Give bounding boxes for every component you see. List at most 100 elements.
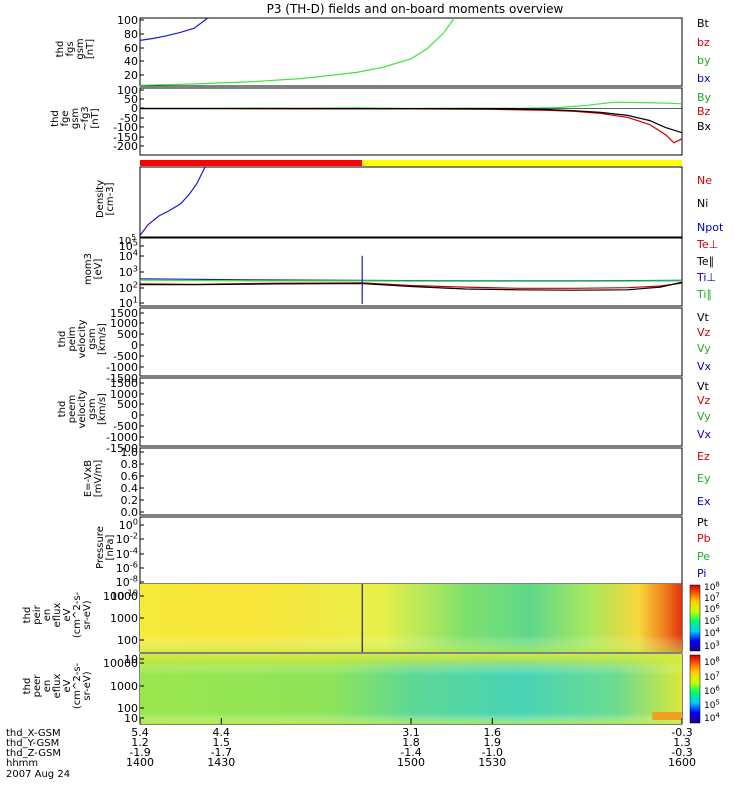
legend-entry-temperature: Te∥ [696, 255, 714, 268]
y-tick-label: -100 [113, 121, 138, 134]
y-axis-label-line: velocity [77, 319, 88, 358]
legend-entry-pressure: Pe [697, 550, 710, 563]
y-tick-label: 50 [124, 93, 138, 106]
legend-entry-density: Ne [697, 174, 712, 187]
series-line-fgs-bx [140, 17, 209, 41]
y-tick-label: -500 [113, 420, 138, 433]
y-tick-label: 10-8 [116, 574, 138, 589]
y-axis-label-line: gsm [75, 38, 86, 59]
y-tick-label: 0 [131, 339, 138, 352]
y-axis-label-line: (cm^2-s- [72, 591, 83, 638]
mode-bar-segment [362, 160, 682, 166]
ephemeris-value: -1.0 [482, 746, 503, 759]
panel-frame-pressure [139, 516, 683, 585]
y-axis-label-line: [nT] [90, 108, 101, 128]
ephemeris-value: 1530 [478, 756, 506, 769]
y-tick-label: 10-6 [116, 560, 138, 575]
y-tick-label: 100 [117, 702, 138, 715]
y-axis-label-line: [km/s] [97, 393, 108, 425]
series-line-fge-Bx [140, 107, 682, 134]
series-line-fgs-by [140, 17, 455, 86]
y-tick-label: 1000 [110, 388, 138, 401]
y-tick-label: 500 [117, 328, 138, 341]
colorbar-tick-label: 108 [704, 655, 720, 668]
y-tick-label: -1500 [106, 372, 138, 385]
y-tick-label: -150 [113, 131, 138, 144]
y-tick-label: 0.8 [121, 458, 139, 471]
y-tick-label: 40 [124, 55, 138, 68]
legend-entry-peim: Vt [697, 311, 710, 324]
y-axis-label-line: gsm [87, 398, 98, 419]
y-tick-label: 0 [131, 409, 138, 422]
peer-lowenergy-feature [652, 712, 682, 720]
y-tick-label: 105 [119, 238, 138, 253]
ephemeris-value: 1.2 [131, 736, 149, 749]
y-tick-label: 104 [119, 248, 138, 263]
legend-entry-temperature: Ti⊥ [696, 271, 716, 284]
ephemeris-value: 1.8 [402, 736, 420, 749]
y-tick-label: 10-4 [116, 546, 138, 561]
y-tick-label: 100 [117, 84, 138, 97]
y-axis-label-line: thd [57, 331, 68, 348]
y-axis-label-line: peer [32, 674, 43, 698]
y-tick-label: 100 [117, 634, 138, 647]
y-tick-label: -50 [120, 112, 138, 125]
ephemeris-value: -0.3 [671, 726, 692, 739]
legend-entry-fge: Bz [697, 105, 711, 118]
legend-entry-temperature: Te⊥ [696, 238, 718, 251]
y-axis-label-line: thd [22, 607, 33, 624]
y-axis-label-line: gsm [70, 108, 81, 129]
y-axis-label-line: eV [62, 608, 73, 621]
y-tick-label: 10 [124, 712, 138, 725]
colorbar-tick-label: 108 [704, 580, 720, 593]
y-tick-label: -500 [113, 350, 138, 363]
panel-frame-peim [139, 307, 683, 377]
y-tick-label: 10-10 [111, 588, 138, 603]
legend-entry-fgs: Bt [697, 17, 710, 30]
y-tick-label: 20 [124, 69, 138, 82]
y-tick-label: 60 [124, 42, 138, 55]
y-tick-label: 1500 [110, 377, 138, 390]
colorbar-tick-label: 107 [704, 591, 720, 604]
peer-spectrogram-shading [140, 654, 682, 724]
legend-entry-peim: Vx [697, 360, 712, 373]
y-tick-label: 80 [124, 28, 138, 41]
ephemeris-value: 1.5 [213, 736, 231, 749]
y-tick-label: 0.4 [121, 482, 139, 495]
y-tick-label: 0.6 [121, 470, 139, 483]
legend-entry-fge: By [697, 91, 712, 104]
y-axis-label-line: eV [62, 679, 73, 692]
legend-entry-fgs: bz [697, 36, 710, 49]
colorbar-tick-label: 105 [704, 698, 720, 711]
legend-entry-pressure: Pi [697, 567, 706, 580]
y-tick-label: -1500 [106, 442, 138, 455]
y-tick-label: 10 [124, 653, 138, 666]
y-tick-label: 101 [119, 295, 138, 310]
y-tick-label: 1000 [110, 317, 138, 330]
y-axis-label-line: mom3 [83, 253, 94, 285]
y-tick-label: 10000 [103, 657, 138, 670]
y-axis-label-line: gsm [87, 328, 98, 349]
legend-entry-peem: Vz [697, 394, 711, 407]
ephemeris-row-label: hhmm [6, 758, 38, 769]
ephemeris-value: 4.4 [213, 726, 231, 739]
y-axis-label-line: Density [95, 180, 106, 218]
peer-colorbar [689, 654, 701, 724]
ephemeris-value: -0.3 [671, 746, 692, 759]
y-axis-label-line: en [42, 680, 53, 693]
y-tick-label: -1000 [106, 361, 138, 374]
ephemeris-value: 3.1 [402, 726, 420, 739]
ephemeris-value: 5.4 [131, 726, 149, 739]
y-axis-label-line: peim [67, 326, 78, 351]
y-tick-label: 102 [119, 280, 138, 295]
ephemeris-value: 1430 [207, 756, 235, 769]
ephemeris-value: -1.7 [211, 746, 232, 759]
series-line-fge-Bz [140, 108, 682, 144]
y-axis-label-line: [eV] [93, 259, 104, 280]
peir-colorbar [689, 584, 701, 652]
panel-frame-fge [139, 87, 683, 156]
series-line-temperature-Ti∥ [140, 279, 682, 282]
y-tick-label: 500 [117, 398, 138, 411]
ephemeris-value: 1.3 [673, 736, 691, 749]
